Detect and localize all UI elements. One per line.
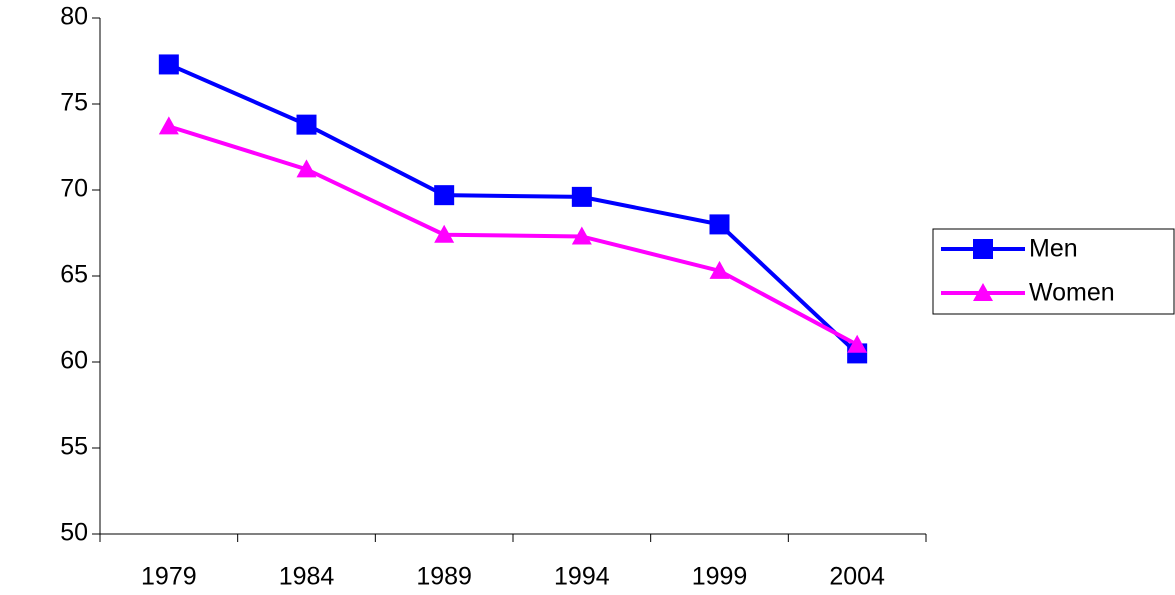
legend-label: Men [1029,235,1078,263]
legend-label: Women [1029,279,1115,307]
triangle-marker [296,159,317,178]
x-tick-label: 2004 [829,563,885,591]
y-tick-label: 60 [60,347,88,375]
triangle-marker [571,226,592,245]
y-tick-label: 70 [60,175,88,203]
y-tick-label: 65 [60,261,88,289]
square-marker [434,185,455,206]
triangle-marker [847,334,868,353]
y-tick-label: 55 [60,433,88,461]
triangle-marker [973,283,993,301]
x-tick-label: 1984 [279,563,335,591]
y-tick-label: 50 [60,519,88,547]
triangle-marker [158,116,179,135]
series-line [168,124,859,347]
square-marker [973,239,993,259]
series-line [168,62,859,355]
square-marker [296,114,317,135]
x-tick-label: 1994 [554,563,610,591]
square-marker [158,54,179,75]
y-tick-label: 75 [60,89,88,117]
x-tick-label: 1979 [141,563,197,591]
square-marker [571,186,592,207]
triangle-marker [434,224,455,243]
y-tick-label: 80 [60,3,88,31]
x-tick-label: 1999 [692,563,748,591]
triangle-marker [709,260,730,279]
square-marker [709,214,730,235]
x-tick-label: 1989 [416,563,472,591]
